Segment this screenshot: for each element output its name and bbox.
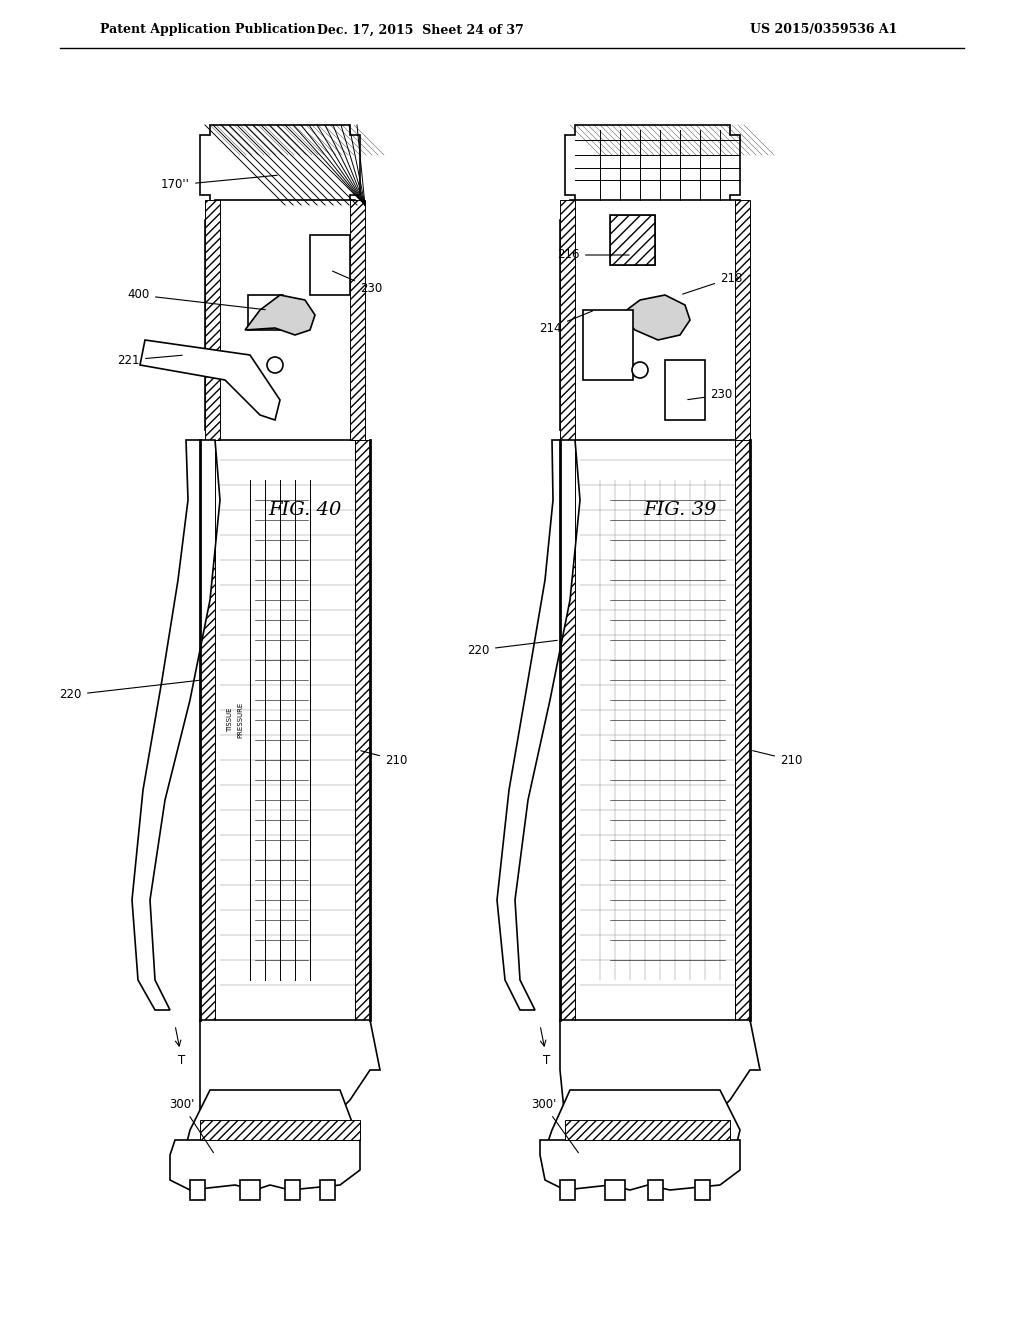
Text: TISSUE: TISSUE (227, 708, 233, 733)
Polygon shape (185, 1090, 355, 1180)
Text: Patent Application Publication: Patent Application Publication (100, 24, 315, 37)
Text: 170'': 170'' (161, 176, 278, 191)
Bar (248, 294, 283, 330)
Bar (560, 201, 575, 440)
Polygon shape (200, 1020, 380, 1119)
Bar (200, 1119, 360, 1140)
Polygon shape (545, 1090, 740, 1180)
Bar (205, 201, 220, 440)
Text: 220: 220 (468, 640, 557, 656)
Text: 400: 400 (128, 289, 265, 310)
Bar (350, 201, 365, 440)
Polygon shape (560, 1020, 760, 1119)
Bar (310, 235, 350, 294)
Text: 230: 230 (688, 388, 732, 401)
Bar (665, 360, 705, 420)
Bar (355, 440, 370, 1020)
Polygon shape (205, 201, 365, 440)
Bar (190, 1180, 205, 1200)
Text: 300': 300' (531, 1098, 579, 1152)
Bar (560, 440, 575, 1020)
Bar (285, 1180, 300, 1200)
Polygon shape (132, 440, 220, 1010)
Text: FIG. 39: FIG. 39 (643, 502, 717, 519)
Bar (610, 215, 655, 265)
Bar (560, 1180, 575, 1200)
Bar (735, 201, 750, 440)
Bar (200, 440, 215, 1020)
Polygon shape (565, 125, 740, 205)
Polygon shape (560, 201, 750, 440)
Bar (648, 1180, 663, 1200)
Text: T: T (544, 1053, 551, 1067)
Bar (695, 1180, 710, 1200)
Text: 210: 210 (360, 751, 408, 767)
Bar (605, 1180, 625, 1200)
Circle shape (267, 356, 283, 374)
Text: T: T (178, 1053, 185, 1067)
Text: 300': 300' (170, 1098, 213, 1152)
Polygon shape (497, 440, 580, 1010)
Text: 210: 210 (753, 751, 803, 767)
Polygon shape (170, 1140, 360, 1191)
Text: 220: 220 (59, 680, 200, 701)
Bar (735, 440, 750, 1020)
Polygon shape (620, 294, 690, 341)
Circle shape (632, 362, 648, 378)
Bar (319, 1180, 335, 1200)
Text: 230: 230 (333, 271, 382, 294)
Text: Dec. 17, 2015  Sheet 24 of 37: Dec. 17, 2015 Sheet 24 of 37 (316, 24, 523, 37)
Text: 218: 218 (683, 272, 742, 294)
Text: 216: 216 (557, 248, 629, 261)
Text: FIG. 40: FIG. 40 (268, 502, 342, 519)
Bar (240, 1180, 260, 1200)
Text: US 2015/0359536 A1: US 2015/0359536 A1 (750, 24, 897, 37)
Text: 214: 214 (540, 312, 593, 334)
Bar (225, 201, 345, 210)
Bar (565, 1119, 730, 1140)
Polygon shape (140, 341, 280, 420)
Text: 221: 221 (118, 354, 182, 367)
Polygon shape (245, 294, 315, 335)
Polygon shape (200, 125, 360, 205)
Bar (610, 215, 655, 265)
Polygon shape (540, 1140, 740, 1191)
Text: PRESSURE: PRESSURE (237, 702, 243, 738)
Bar (583, 310, 633, 380)
